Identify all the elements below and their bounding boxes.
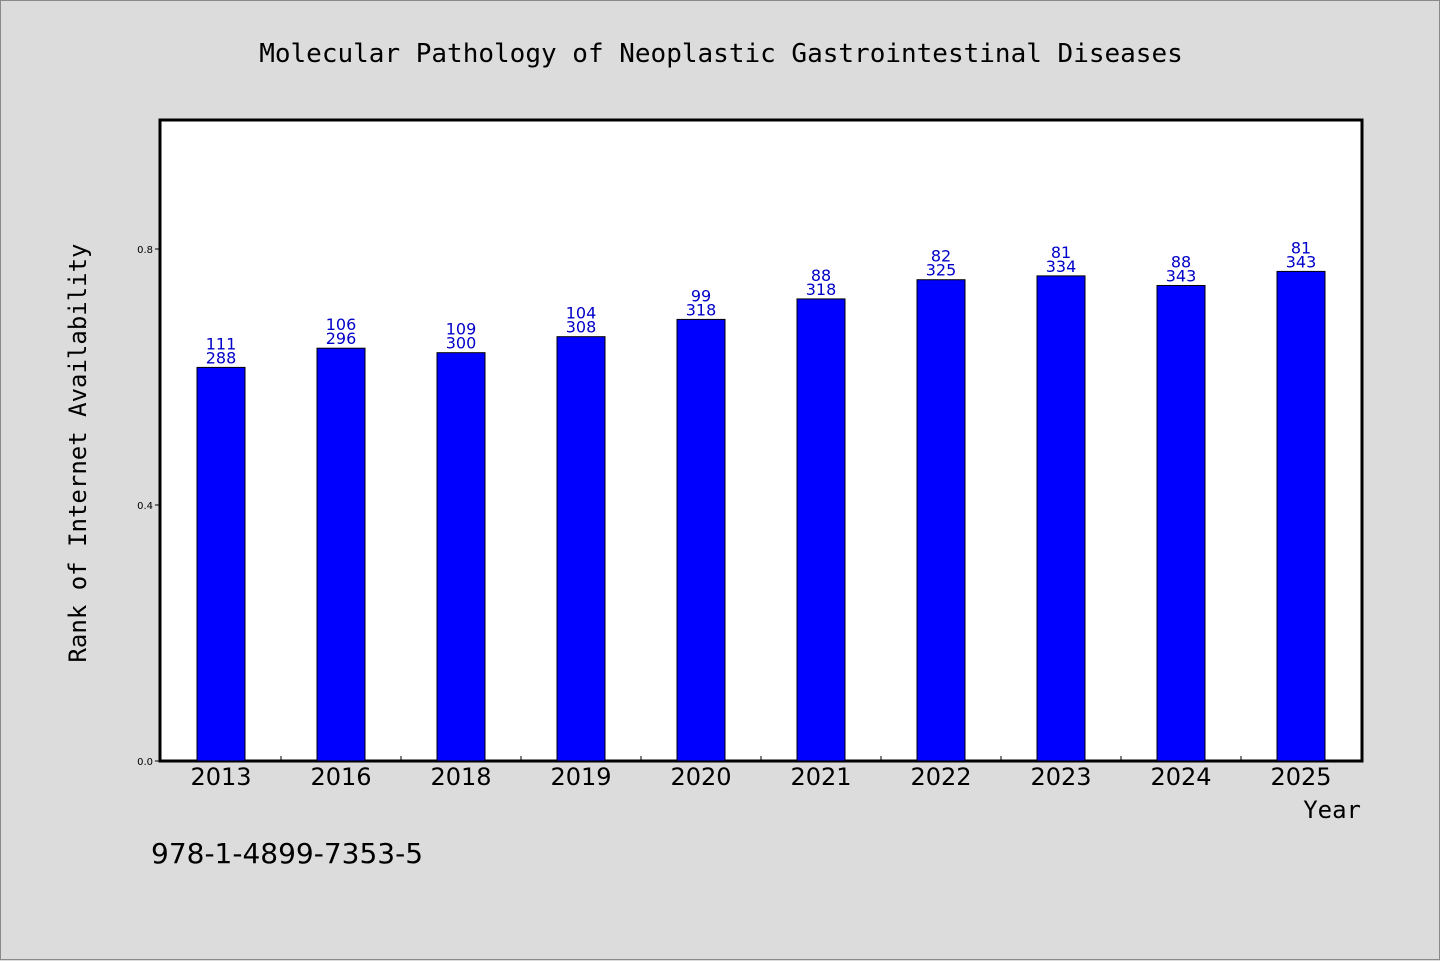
y-axis-title: Rank of Internet Availability xyxy=(64,243,92,662)
bar xyxy=(196,366,246,762)
bar xyxy=(1156,284,1206,762)
x-tick-label: 2020 xyxy=(670,763,731,791)
x-axis-ticks: 2013 2016 2018 2019 2020 2021 2022 2023 2024 2025 xyxy=(190,756,1332,791)
x-tick-label: 2022 xyxy=(910,763,971,791)
data-label-top: 109 xyxy=(446,320,477,339)
y-tick-label: 0.4 xyxy=(137,501,153,512)
data-label-bottom: 300 xyxy=(446,334,477,353)
data-label-bottom: 343 xyxy=(1166,266,1197,285)
data-label-top: 88 xyxy=(811,266,831,285)
bars xyxy=(196,270,1326,762)
bar xyxy=(1276,270,1326,762)
data-label-bottom: 288 xyxy=(206,348,237,367)
data-label-top: 104 xyxy=(566,304,597,323)
x-tick-label: 2024 xyxy=(1150,763,1211,791)
x-tick-label: 2016 xyxy=(310,763,371,791)
bar xyxy=(676,318,726,762)
data-label-top: 111 xyxy=(206,334,237,353)
y-axis-ticks: 0.0 0.4 0.8 xyxy=(137,245,161,768)
data-label-top: 106 xyxy=(326,315,357,334)
x-tick-label: 2025 xyxy=(1270,763,1331,791)
data-label-bottom: 318 xyxy=(686,300,717,319)
x-tick-label: 2019 xyxy=(550,763,611,791)
data-label-top: 82 xyxy=(931,247,951,266)
data-label-top: 99 xyxy=(691,286,711,305)
isbn-footnote: 978-1-4899-7353-5 xyxy=(151,837,423,870)
x-tick-label: 2018 xyxy=(430,763,491,791)
data-label-top: 81 xyxy=(1051,243,1071,262)
x-axis-title: Year xyxy=(1303,796,1361,824)
bar xyxy=(316,347,366,762)
data-label-bottom: 308 xyxy=(566,318,597,337)
bar xyxy=(796,298,846,762)
bar xyxy=(1036,275,1086,762)
bar xyxy=(436,352,486,762)
data-label-bottom: 296 xyxy=(326,329,357,348)
y-tick-label: 0.8 xyxy=(137,245,153,256)
bar xyxy=(556,336,606,762)
x-tick-label: 2021 xyxy=(790,763,851,791)
chart-title: Molecular Pathology of Neoplastic Gastro… xyxy=(259,39,1183,69)
data-label-top: 88 xyxy=(1171,252,1191,271)
data-label-top: 81 xyxy=(1291,238,1311,257)
data-label-bottom: 343 xyxy=(1286,252,1317,271)
y-tick-label: 0.0 xyxy=(137,757,153,768)
data-labels: 1112881062961093001043089931888318823258… xyxy=(206,238,1317,367)
data-label-bottom: 334 xyxy=(1046,257,1077,276)
data-label-bottom: 325 xyxy=(926,261,957,280)
x-tick-label: 2023 xyxy=(1030,763,1091,791)
bar xyxy=(916,279,966,762)
x-tick-label: 2013 xyxy=(190,763,251,791)
data-label-bottom: 318 xyxy=(806,280,837,299)
